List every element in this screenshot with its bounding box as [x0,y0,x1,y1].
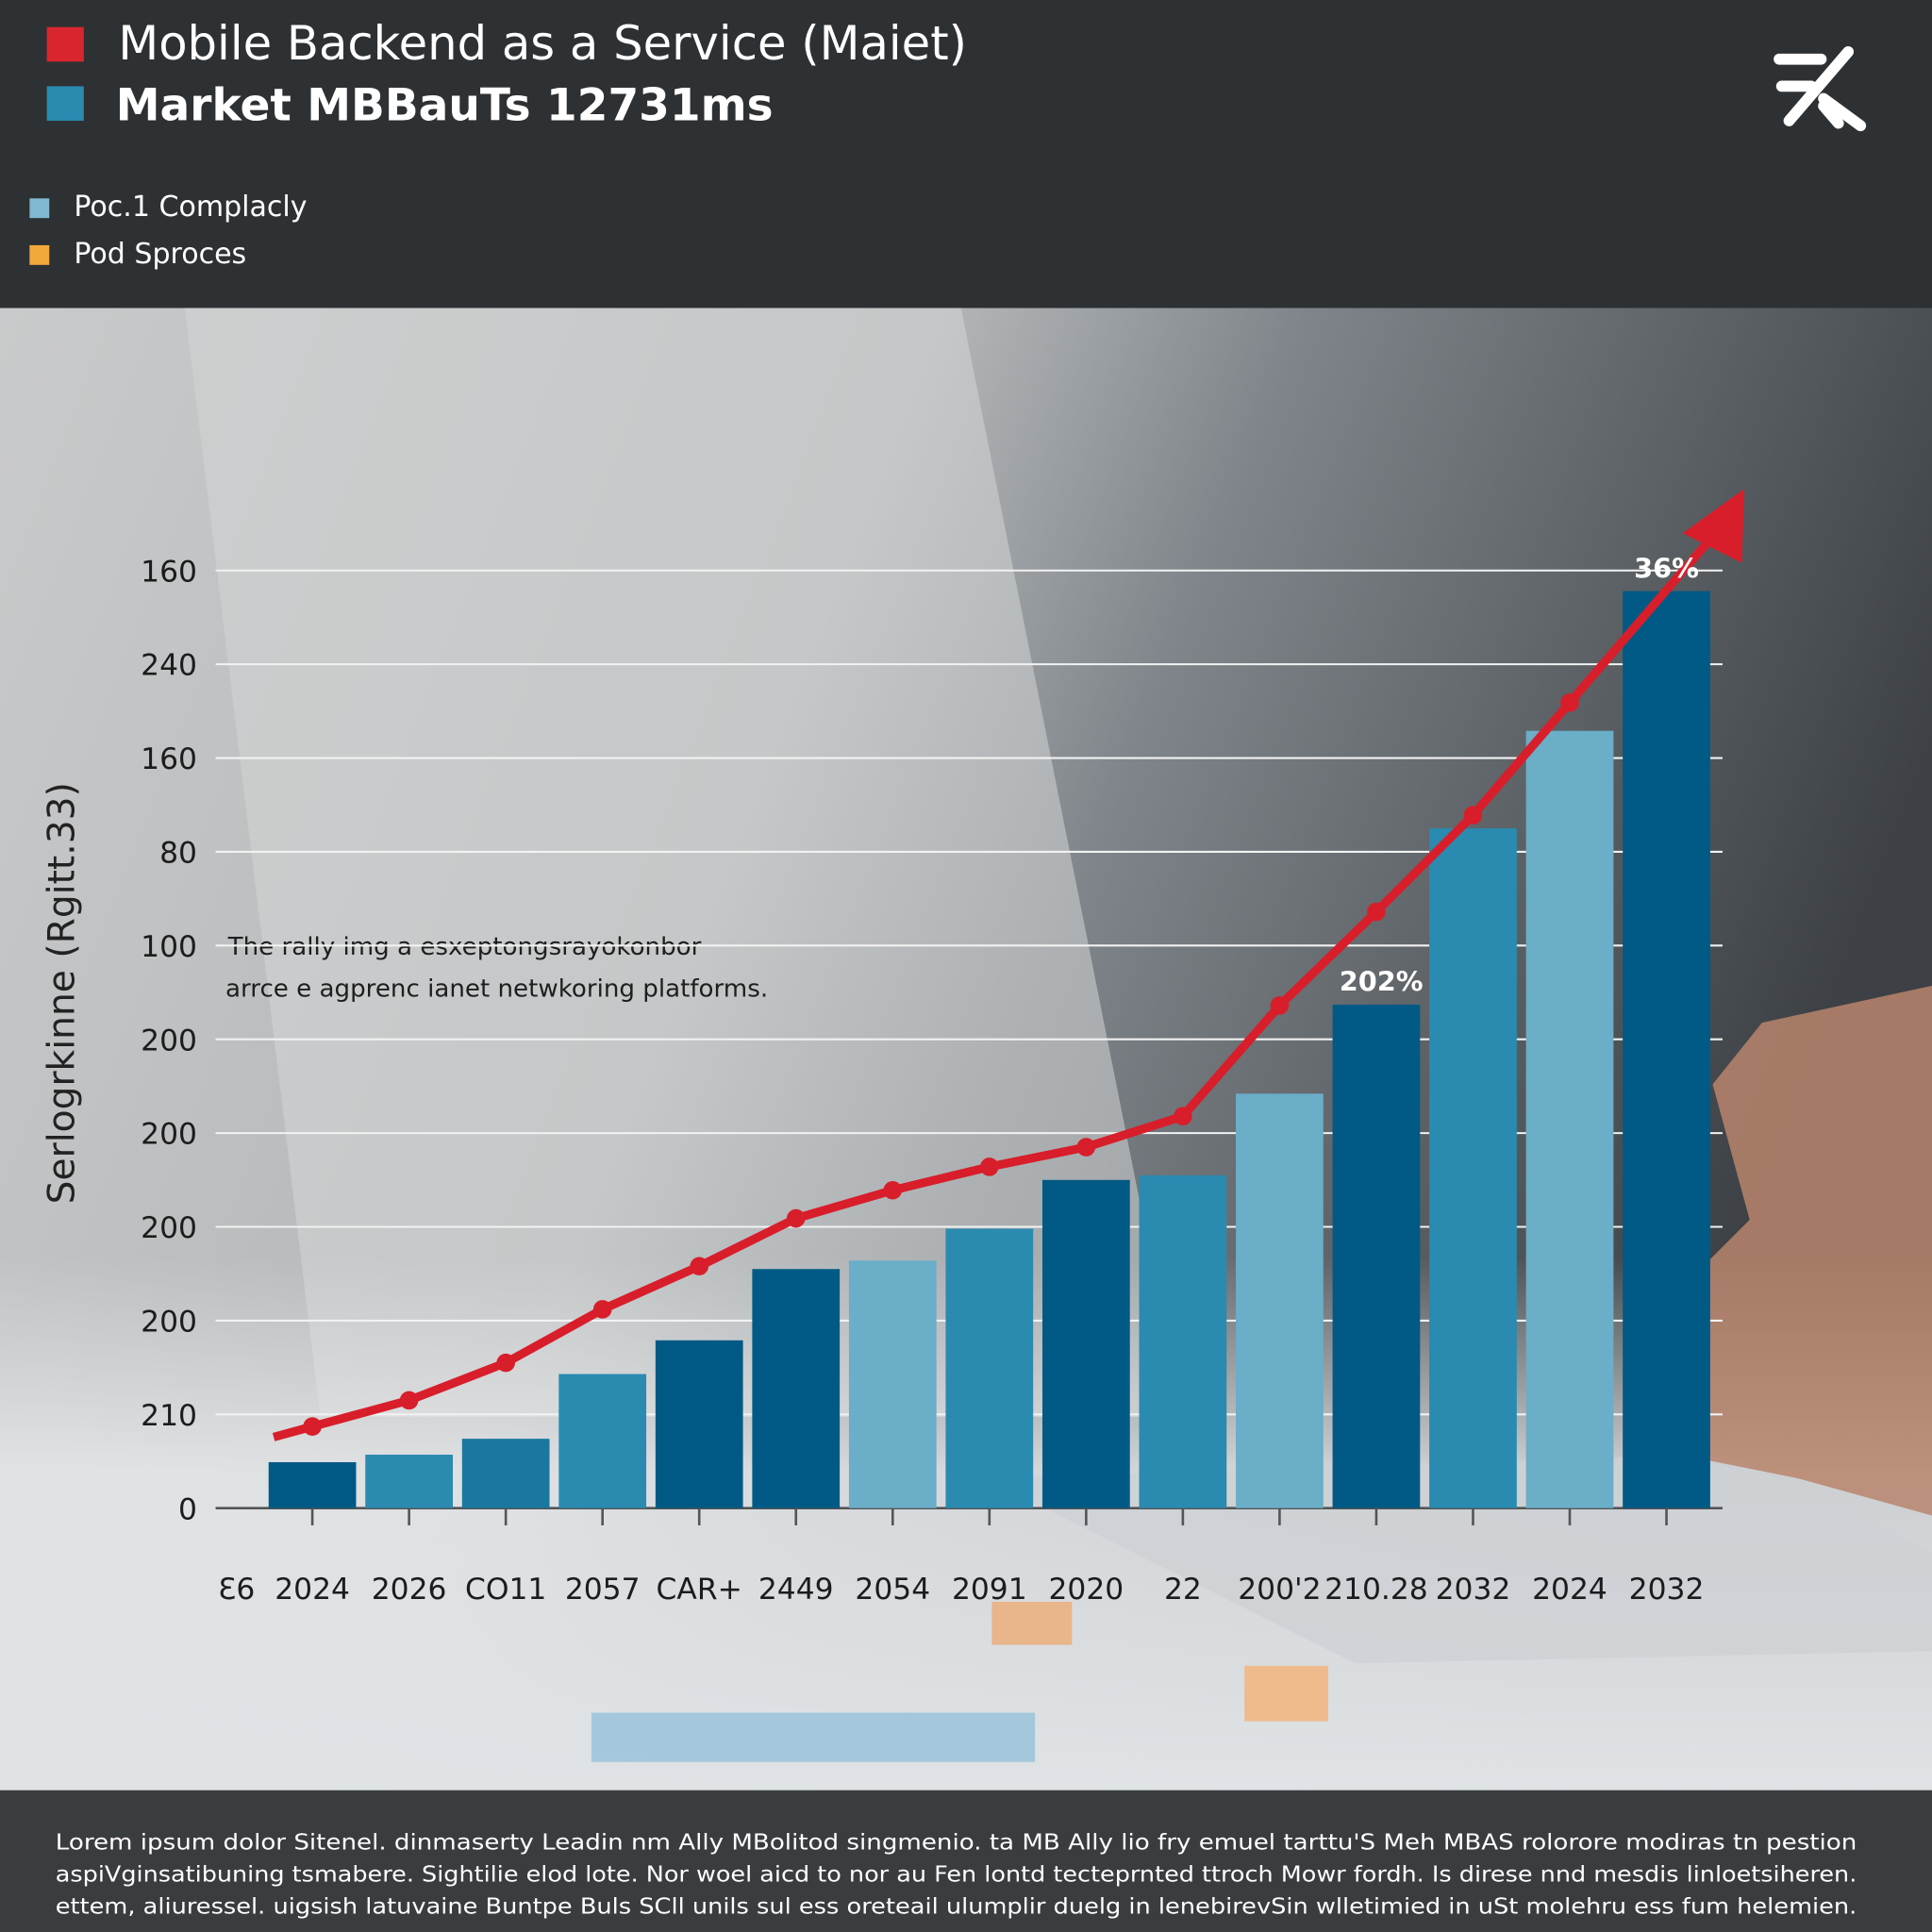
legend-swatch [29,198,50,219]
y-tick-label: 240 [141,649,197,683]
y-tick-label: 200 [141,1306,197,1340]
footer-band [0,1790,1932,1932]
bar [1236,1093,1324,1508]
bar [1429,828,1517,1508]
bar [945,1228,1034,1508]
line-point [1367,902,1386,922]
bar [655,1340,743,1508]
bar [848,1260,937,1508]
x-tick-label: Ɛ6 [218,1573,255,1607]
line-point [1270,996,1290,1015]
footer-text: ettem, aliuressel. uigsish latuvaine Bun… [56,1892,1857,1919]
bar [268,1461,357,1508]
x-tick-label: 2024 [275,1573,350,1607]
x-tick-label: 210.28 [1324,1573,1428,1607]
y-tick-label: 100 [141,930,197,964]
bar [461,1439,550,1508]
legend-label: Poc.1 Complacly [74,191,307,224]
line-point [883,1180,903,1200]
x-tick-label: 2024 [1532,1573,1607,1607]
line-point [690,1257,709,1276]
y-axis-label: Serlogrkinne (Rgitt.33) [41,782,83,1204]
x-tick-label: 22 [1164,1573,1202,1607]
title: Mobile Backend as a Service (Maiet) [118,16,967,71]
line-point [1463,806,1483,824]
footer-text: aspiVginsatibuning tsmabere. Sightilie e… [56,1860,1857,1887]
title-marker [46,26,84,62]
line-point [1560,693,1579,712]
line-point [786,1208,806,1228]
note: The rally img a esxeptongsrayokonbor [227,933,702,961]
bar [1139,1174,1227,1508]
line-point [496,1353,515,1373]
legend-label: Pod Sproces [74,238,246,271]
note: arrce e agprenc ianet netwkoring platfor… [225,974,768,1003]
x-tick-label: 2091 [952,1573,1027,1607]
legend-swatch [29,244,50,265]
x-tick-label: 2449 [758,1573,834,1607]
line-point [1174,1107,1192,1126]
line-point [592,1300,612,1319]
y-tick-label: 0 [178,1492,197,1526]
y-tick-label: 160 [141,742,197,776]
x-tick-label: 2020 [1048,1573,1124,1607]
footer-text: Lorem ipsum dolor Sitenel. dinmaserty Le… [56,1828,1857,1855]
arrow-head [1682,489,1745,563]
y-tick-label: 200 [141,1024,197,1058]
y-tick-label: 200 [141,1118,197,1152]
line-point [980,1158,999,1176]
bar [365,1455,453,1508]
line-point [1076,1138,1096,1157]
line [310,699,1574,1431]
block [991,1601,1073,1645]
line-point [399,1391,419,1410]
x-tick-label: CAR+ [657,1573,742,1607]
x-tick-label: CO11 [465,1573,546,1607]
bar [1332,1004,1421,1508]
bar [1623,591,1710,1508]
block [1244,1665,1328,1722]
paper-chart [591,1712,1036,1762]
title-marker [46,86,84,121]
y-tick-label: 80 [159,837,197,871]
subtitle: Market MBBauTs 12731ms [116,79,774,131]
x-tick-label: 2057 [565,1573,641,1607]
x-tick-label: 2054 [855,1573,930,1607]
x-tick-label: 2032 [1436,1573,1511,1607]
laptop-screen [184,308,1183,1418]
y-tick-label: 200 [141,1211,197,1245]
x-tick-label: 2032 [1629,1573,1705,1607]
bar [558,1374,647,1508]
bar [752,1269,841,1508]
bar [1041,1179,1130,1508]
bar-annotation: 202% [1340,966,1424,998]
logo [1774,45,1867,132]
x-tick-label: 2026 [372,1573,447,1607]
y-tick-label: 160 [141,555,197,589]
line-point [303,1417,322,1437]
bar [1525,730,1614,1508]
bar-annotation: 36% [1634,552,1699,584]
line-extension [1566,525,1724,706]
header-band [0,0,1932,308]
x-tick-label: 200'2 [1238,1573,1321,1607]
y-tick-label: 210 [141,1399,197,1433]
